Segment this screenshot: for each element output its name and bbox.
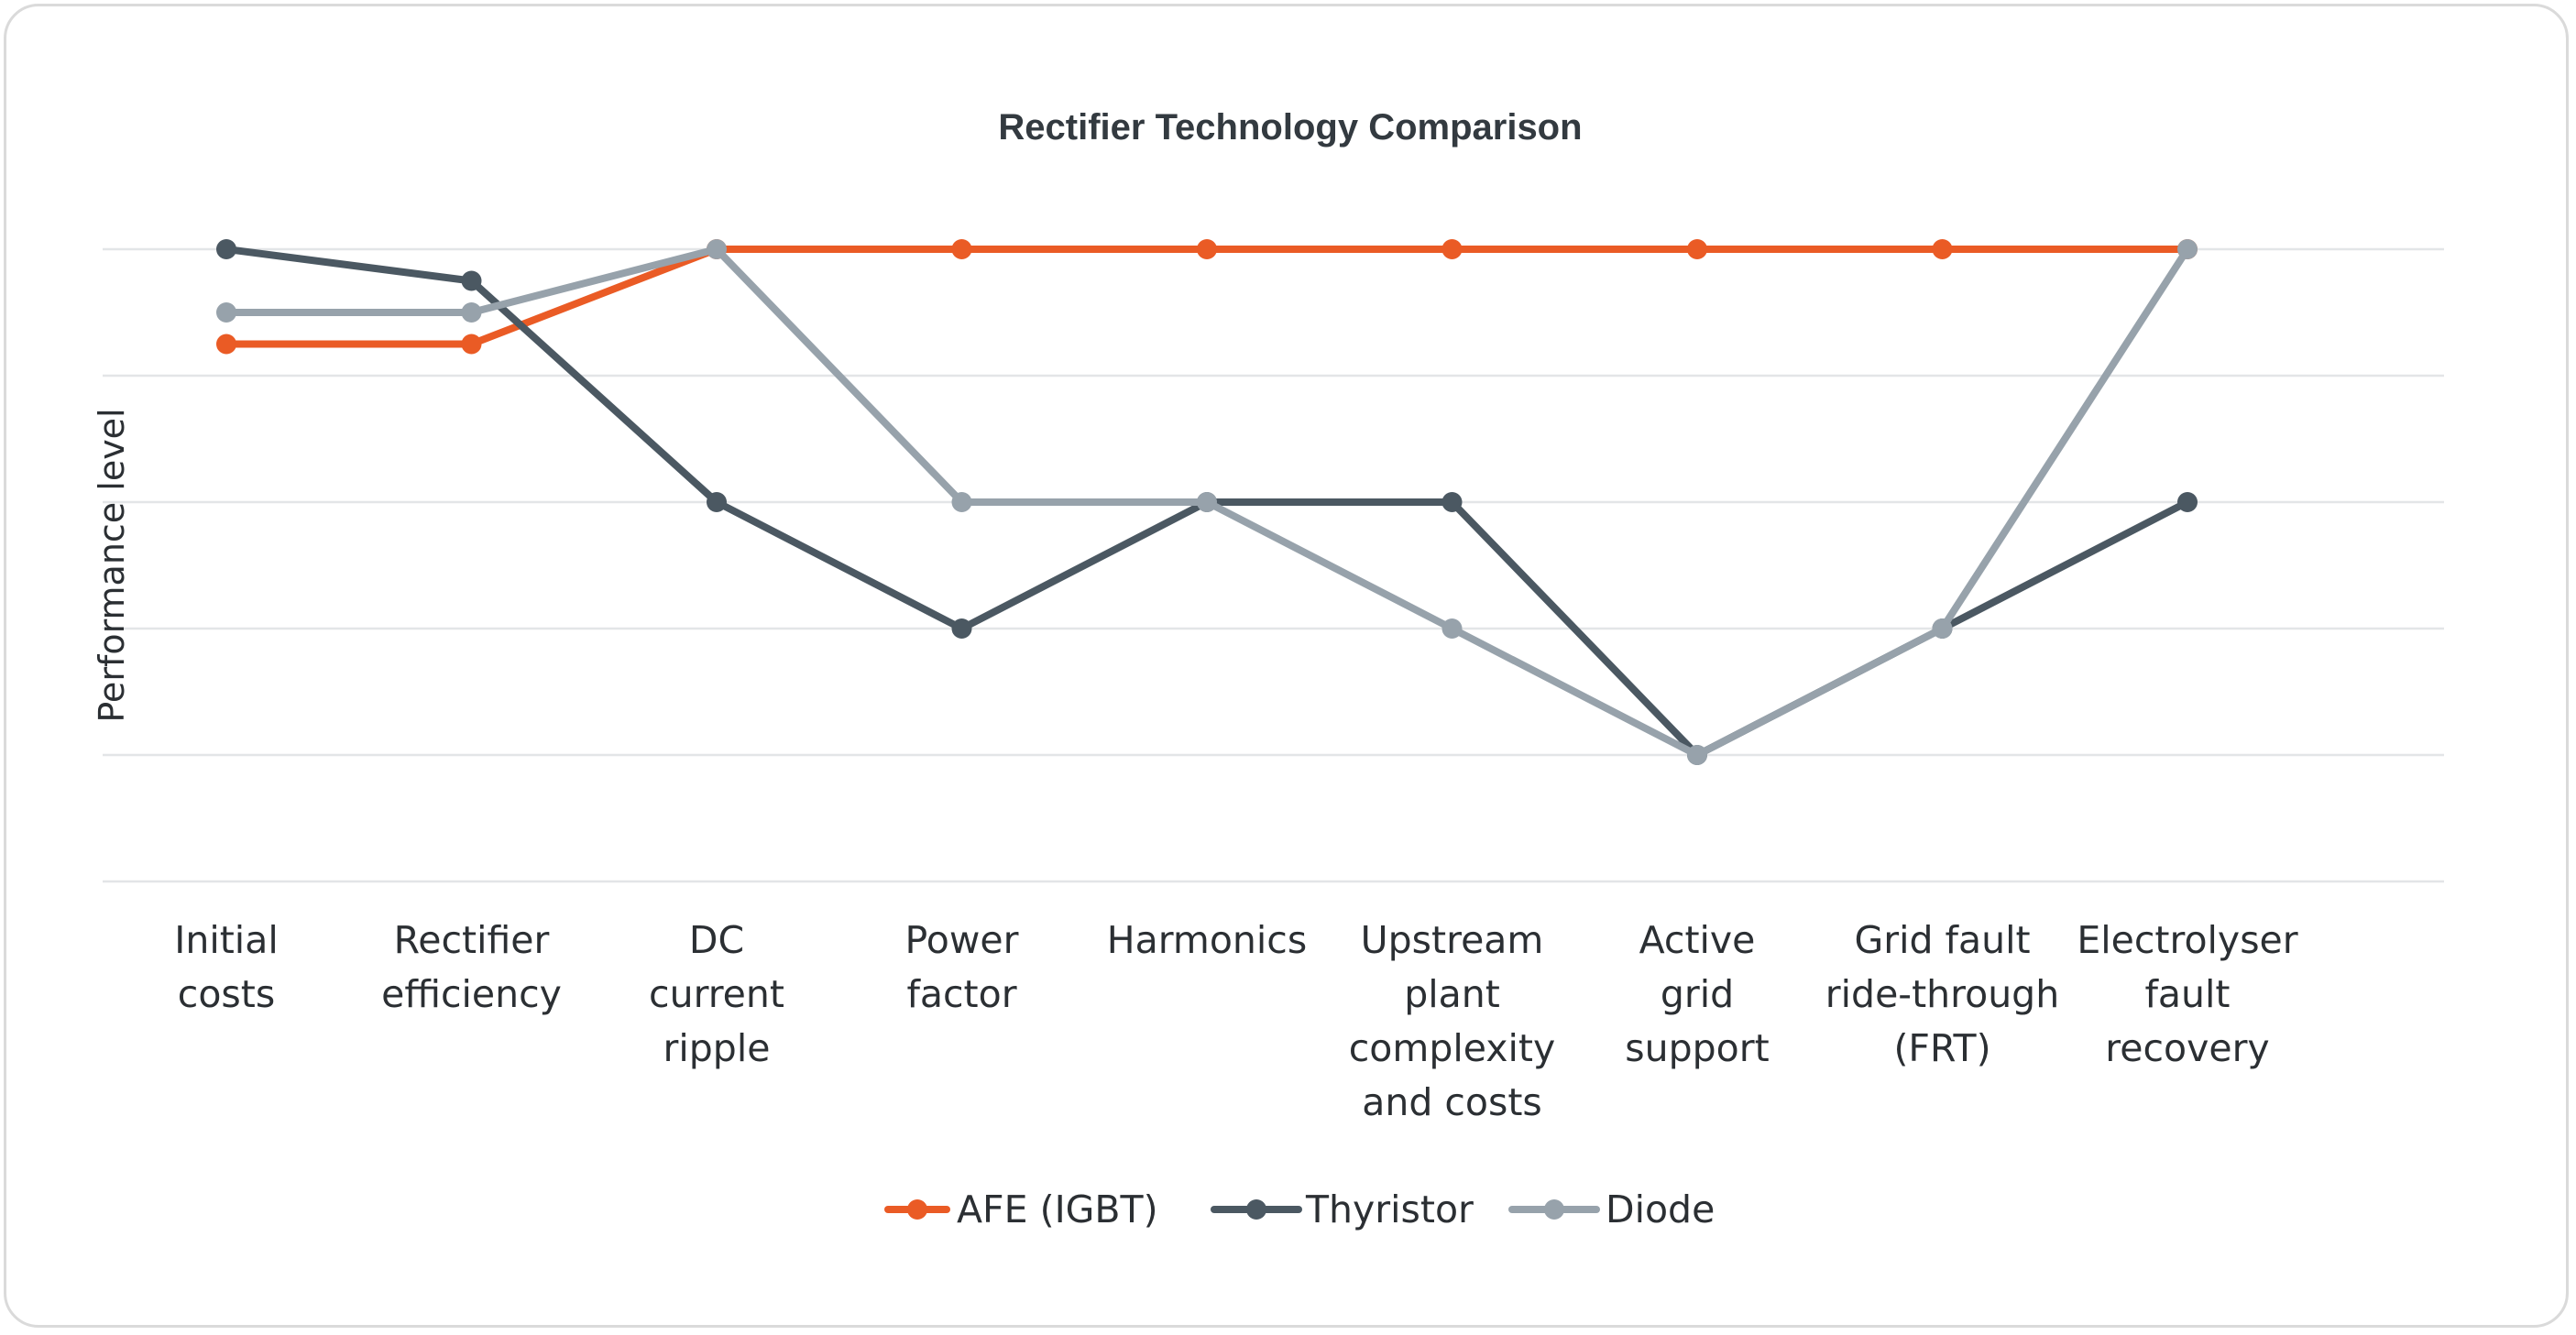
- data-point: [951, 492, 972, 512]
- legend-label: AFE (IGBT): [957, 1187, 1158, 1231]
- data-point: [1932, 239, 1953, 259]
- data-point: [216, 239, 236, 259]
- data-point: [1687, 745, 1707, 765]
- data-point: [461, 270, 482, 291]
- x-tick-label: Grid fault ride-through (FRT): [1825, 918, 2059, 1070]
- legend-swatch-marker: [1544, 1199, 1564, 1220]
- chart-card: Rectifier Technology Comparison Performa…: [4, 4, 2569, 1328]
- legend-item: Thyristor: [1211, 1187, 1474, 1231]
- data-point: [951, 618, 972, 639]
- data-point: [1441, 239, 1463, 259]
- legend-swatch-marker: [907, 1199, 927, 1220]
- series-1: [216, 239, 2198, 355]
- data-point: [2177, 492, 2198, 512]
- x-tick-label: Active grid support: [1625, 918, 1769, 1070]
- data-point: [707, 492, 727, 512]
- data-point: [1687, 239, 1707, 259]
- legend-swatch-marker: [1246, 1199, 1266, 1220]
- data-point: [707, 239, 727, 259]
- data-point: [1197, 239, 1217, 259]
- y-axis-label: Performance level: [92, 408, 132, 722]
- data-point: [1932, 618, 1953, 639]
- data-point: [1441, 492, 1463, 512]
- x-tick-label: Power factor: [905, 918, 1019, 1016]
- series-3: [216, 239, 2198, 765]
- chart-title: Rectifier Technology Comparison: [998, 107, 1582, 148]
- legend: AFE (IGBT) Thyristor Diode: [884, 1187, 1715, 1231]
- line-chart: Rectifier Technology Comparison Performa…: [92, 107, 2444, 1231]
- x-tick-label: DC current ripple: [649, 918, 784, 1070]
- x-tick-label: Initial costs: [174, 918, 278, 1016]
- data-point: [216, 334, 236, 355]
- x-tick-label: Harmonics: [1107, 918, 1307, 962]
- data-point: [2177, 239, 2198, 259]
- x-tick-label: Electrolyser fault recovery: [2077, 918, 2297, 1070]
- data-point: [1441, 618, 1463, 639]
- data-point: [951, 239, 972, 259]
- series-group: [216, 239, 2198, 765]
- data-point: [461, 334, 482, 355]
- x-tick-label: Upstream plant complexity and costs: [1349, 918, 1555, 1124]
- data-point: [1197, 492, 1217, 512]
- legend-item: AFE (IGBT): [884, 1187, 1158, 1231]
- x-axis-tick-labels: Initial costs Rectifier efficiency DC current…: [174, 918, 2298, 1124]
- x-tick-label: Rectifier efficiency: [381, 918, 562, 1016]
- legend-label: Thyristor: [1305, 1187, 1474, 1231]
- legend-label: Diode: [1606, 1187, 1715, 1231]
- data-point: [461, 302, 482, 323]
- data-point: [216, 302, 236, 323]
- legend-item: Diode: [1508, 1187, 1715, 1231]
